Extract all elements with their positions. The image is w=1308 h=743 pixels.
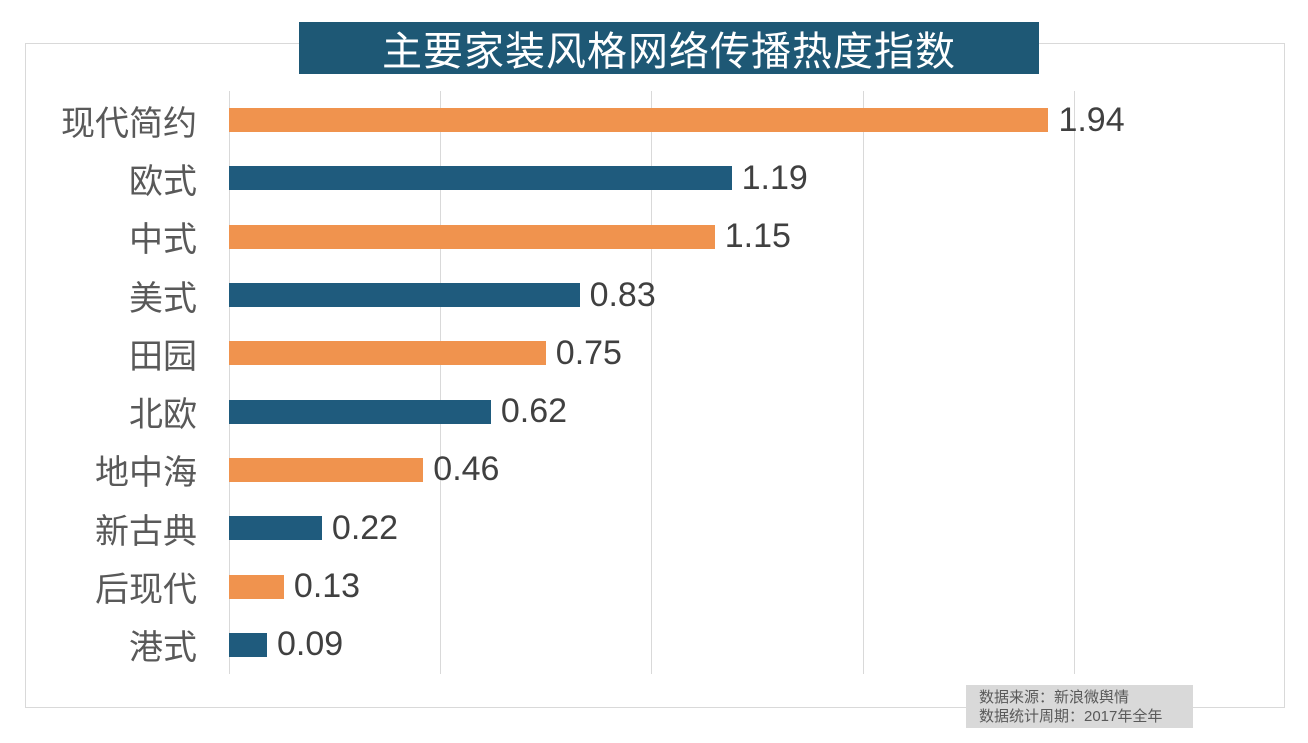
chart-title: 主要家装风格网络传播热度指数 [382, 30, 956, 74]
chart-row: 现代简约 1.94 [26, 91, 1284, 149]
category-label: 地中海 [95, 454, 197, 493]
chart-bar [229, 574, 284, 599]
chart-bar [229, 457, 424, 482]
gridline-x [651, 91, 653, 674]
source-line-2: 数据统计周期：2017年全年 [979, 708, 1163, 725]
chart-frame: 现代简约 1.94 欧式 1.19 中式 1.15 美式 0.83 田园 0.75 北欧 0.62 地中… [25, 43, 1285, 708]
y-axis-line [229, 91, 230, 674]
chart-row: 中式 1.15 [26, 208, 1284, 266]
chart-row: 后现代 0.13 [26, 557, 1284, 615]
chart-bar [229, 166, 732, 191]
chart-row: 新古典 0.22 [26, 499, 1284, 557]
bar-rows: 现代简约 1.94 欧式 1.19 中式 1.15 美式 0.83 田园 0.75 北欧 0.62 地中… [26, 91, 1284, 674]
chart-row: 欧式 1.19 [26, 149, 1284, 207]
gridline-x [862, 91, 864, 674]
category-label: 中式 [129, 221, 197, 260]
value-label: 0.22 [331, 508, 399, 547]
value-label: 1.19 [741, 158, 808, 197]
value-label: 0.62 [500, 392, 568, 431]
chart-bar [229, 224, 715, 249]
chart-bar [229, 108, 1049, 133]
value-label: 0.13 [293, 567, 361, 606]
category-label: 北欧 [129, 396, 197, 435]
category-label: 欧式 [129, 162, 197, 201]
value-label: 0.75 [555, 333, 622, 372]
chart-row: 港式 0.09 [26, 616, 1284, 674]
category-label: 田园 [129, 337, 197, 376]
category-label: 后现代 [95, 571, 197, 610]
chart-title-banner: 主要家装风格网络传播热度指数 [299, 22, 1039, 74]
chart-bar [229, 399, 491, 424]
category-label: 新古典 [95, 512, 197, 551]
gridline-x [1073, 91, 1075, 674]
source-line-1: 数据来源：新浪微舆情 [979, 689, 1130, 706]
value-label: 1.15 [724, 217, 791, 256]
chart-bar [229, 283, 580, 308]
chart-bar [229, 341, 546, 366]
gridline-x [440, 91, 442, 674]
chart-row: 田园 0.75 [26, 324, 1284, 382]
value-label: 0.83 [589, 275, 656, 314]
chart-bar [229, 516, 322, 541]
chart-bar [229, 632, 268, 657]
chart-row: 地中海 0.46 [26, 441, 1284, 499]
value-label: 0.46 [433, 450, 500, 489]
value-label: 0.09 [277, 625, 344, 664]
value-label: 1.94 [1058, 100, 1125, 139]
source-note: 数据来源：新浪微舆情 数据统计周期：2017年全年 [966, 685, 1193, 728]
category-label: 美式 [129, 279, 197, 318]
category-label: 港式 [129, 629, 197, 668]
chart-row: 美式 0.83 [26, 266, 1284, 324]
category-label: 现代简约 [61, 104, 197, 143]
chart-row: 北欧 0.62 [26, 382, 1284, 440]
